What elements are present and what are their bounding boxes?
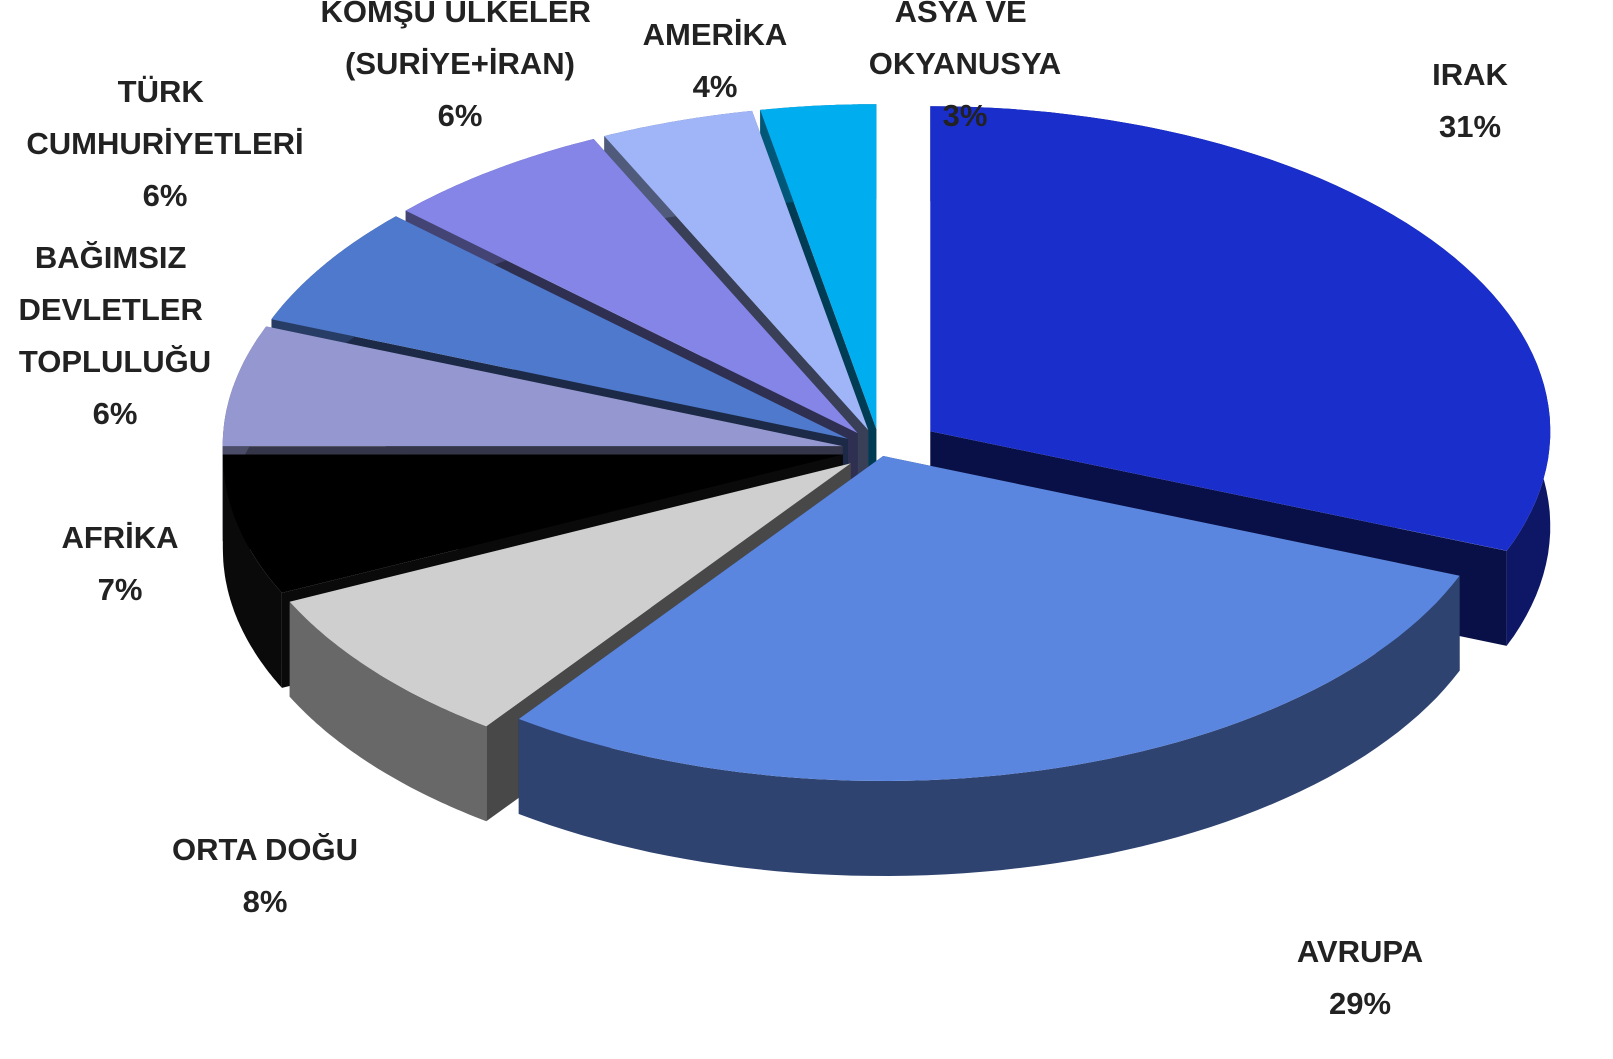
slice-label: IRAK	[1432, 57, 1508, 92]
slice-label: ORTA DOĞU	[172, 832, 358, 867]
slice-label: ASYA VE OKYANUSYA	[869, 0, 1061, 81]
slice-top	[405, 139, 858, 434]
slice-top	[222, 454, 843, 593]
value-label: 31%	[1439, 109, 1501, 144]
value-label: 6%	[143, 178, 188, 213]
slice-top	[518, 456, 1460, 781]
slice-wall	[518, 575, 1460, 876]
slice-top	[930, 106, 1551, 551]
label-line: IRAK	[1432, 57, 1508, 92]
value-label: 29%	[1329, 986, 1391, 1021]
label-line: KOMŞU ÜLKELER	[321, 0, 600, 29]
label-line: ASYA VE	[895, 0, 1036, 29]
slice-top	[604, 110, 869, 431]
slice-label: KOMŞU ÜLKELER (SURİYE+İRAN)	[321, 0, 600, 81]
label-line: ORTA DOĞU	[172, 832, 358, 867]
label-line: DEVLETLER	[19, 292, 212, 327]
slice-label: AVRUPA	[1297, 934, 1423, 969]
slice-label: TÜRK CUMHURİYETLERİ	[26, 74, 303, 161]
label-line: AFRİKA	[61, 520, 178, 555]
slice-top	[289, 463, 851, 727]
slice-top	[271, 216, 848, 439]
value-label: 7%	[98, 572, 143, 607]
slice-top	[222, 326, 843, 447]
label-line: AVRUPA	[1297, 934, 1423, 969]
value-label: 8%	[243, 884, 288, 919]
value-label: 6%	[93, 396, 138, 431]
label-line: TOPLULUĞU	[19, 344, 211, 379]
slice-label: AFRİKA	[61, 520, 178, 555]
slice-top	[760, 104, 877, 430]
slice-label: BAĞIMSIZ DEVLETLER TOPLULUĞU	[19, 240, 212, 379]
label-line: TÜRK	[118, 74, 213, 109]
slice-wall	[289, 601, 487, 822]
value-label: 3%	[943, 98, 988, 133]
slice-wall	[222, 454, 282, 688]
value-label: 6%	[438, 98, 483, 133]
value-label: 4%	[693, 69, 738, 104]
label-line: BAĞIMSIZ	[35, 240, 195, 275]
label-line: AMERİKA	[643, 17, 788, 52]
slice	[518, 456, 1460, 876]
label-line: OKYANUSYA	[869, 46, 1061, 81]
slice-label: AMERİKA	[643, 17, 788, 52]
label-line: (SURİYE+İRAN)	[345, 46, 575, 81]
label-line: CUMHURİYETLERİ	[26, 126, 303, 161]
